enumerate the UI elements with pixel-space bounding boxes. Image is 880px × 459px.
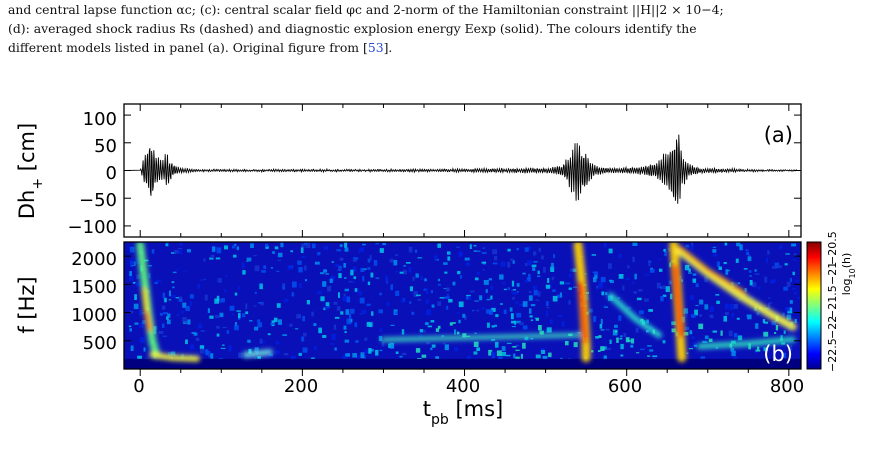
xtick-600: 600: [608, 376, 642, 397]
ytick-b-1000: 1000: [71, 305, 117, 326]
cbar-tick-4: −21: [826, 262, 839, 285]
colorbar-label: log10(h): [840, 253, 857, 296]
figure-caption: and central lapse function αc; (c): cent…: [8, 0, 870, 57]
caption-line-2: (d): averaged shock radius Rs (dashed) a…: [8, 21, 697, 36]
ytick-a-0: 0: [106, 163, 117, 184]
next-caption-fragment: [0, 448, 880, 459]
caption-line-1: and central lapse function αc; (c): cent…: [8, 2, 724, 17]
xtick-400: 400: [446, 376, 480, 397]
panel-a-ylabel: Dh+ [cm]: [15, 123, 46, 219]
cbar-tick-2: −22: [826, 316, 839, 339]
citation-link[interactable]: 53: [367, 40, 384, 55]
xticklabels: 0 200 400 600 800: [133, 376, 804, 397]
panel-a-ticks: [124, 104, 801, 237]
panel-b-ticks: [124, 255, 801, 376]
ytick-a-50: 50: [94, 136, 117, 157]
panel-b-label: (b): [763, 342, 793, 366]
cbar-tick-3: −21.5: [826, 285, 839, 319]
xtick-800: 800: [770, 376, 804, 397]
colorbar: [806, 241, 822, 370]
xtick-0: 0: [133, 376, 144, 397]
panel-a-label: (a): [764, 123, 793, 147]
ytick-a-m100: −100: [68, 217, 117, 238]
cbar-tick-5: −20.5: [826, 231, 839, 265]
ytick-b-500: 500: [83, 333, 117, 354]
ytick-b-2000: 2000: [71, 249, 117, 270]
ytick-b-1500: 1500: [71, 277, 117, 298]
cbar-tick-1: −22.5: [826, 338, 839, 372]
spectrogram: [124, 242, 801, 369]
ytick-a-100: 100: [83, 109, 117, 130]
xtick-200: 200: [284, 376, 318, 397]
ytick-a-m50: −50: [79, 190, 117, 211]
spectrogram-features: [136, 242, 797, 363]
x-axis-label: tpb [ms]: [423, 397, 503, 428]
gw-strain-series: [124, 134, 797, 204]
panel-a-yticklabels: 100 50 0 −50 −100: [68, 109, 117, 238]
panel-b-frame: [123, 241, 802, 370]
caption-line-3: different models listed in panel (a). Or…: [8, 40, 393, 55]
panel-b-yticklabels: 2000 1500 1000 500: [71, 249, 117, 354]
panel-b-ylabel: f [Hz]: [15, 276, 39, 333]
colorbar-ticklabels: −22.5 −22 −21.5 −21 −20.5: [826, 231, 839, 372]
